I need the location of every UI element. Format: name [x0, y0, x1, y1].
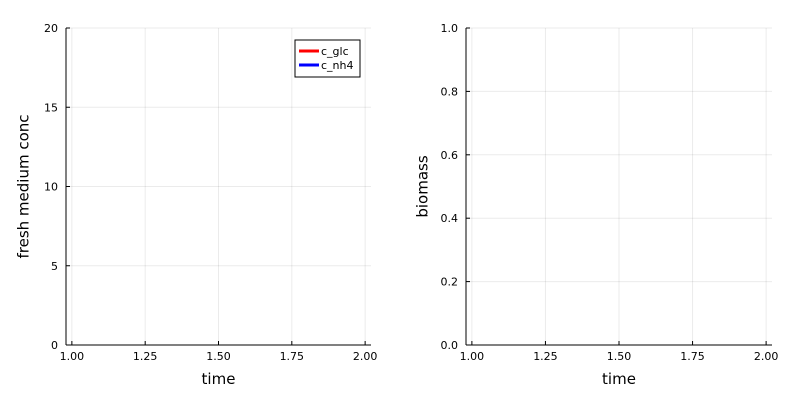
y-tick-label: 1.0 — [441, 22, 459, 35]
x-tick-label: 2.00 — [353, 350, 378, 363]
y-axis-label: biomass — [414, 155, 432, 217]
x-tick-label: 1.00 — [460, 350, 485, 363]
ticks: 1.00 1.25 1.50 1.75 2.00 0 5 10 15 20 — [44, 22, 377, 363]
ticks: 1.00 1.25 1.50 1.75 2.00 0.0 0.2 0.4 0.6 0.8 1.0 — [441, 22, 779, 363]
y-tick-label: 0.2 — [441, 276, 459, 289]
legend-label: c_glc — [321, 45, 349, 58]
y-tick-label: 0.8 — [441, 85, 459, 98]
y-tick-label: 20 — [44, 22, 58, 35]
y-tick-label: 5 — [51, 260, 58, 273]
x-tick-label: 1.25 — [133, 350, 158, 363]
panel-fresh-medium-conc: 1.00 1.25 1.50 1.75 2.00 0 5 10 15 20 time fresh … — [15, 22, 378, 388]
x-tick-label: 1.00 — [60, 350, 85, 363]
legend-box — [294, 39, 361, 78]
grid — [466, 27, 772, 346]
y-tick-label: 0.6 — [441, 149, 459, 162]
y-tick-label: 15 — [44, 101, 58, 114]
y-tick-label: 0.4 — [441, 212, 459, 225]
x-tick-label: 1.25 — [533, 350, 558, 363]
legend-label: c_nh4 — [321, 59, 354, 72]
x-tick-label: 1.75 — [680, 350, 705, 363]
x-axis-label: time — [202, 370, 236, 388]
y-tick-label: 0 — [51, 339, 58, 352]
y-tick-label: 0.0 — [441, 339, 459, 352]
x-tick-label: 1.75 — [280, 350, 305, 363]
y-tick-label: 10 — [44, 181, 58, 194]
x-tick-label: 1.50 — [607, 350, 632, 363]
x-tick-label: 1.50 — [206, 350, 231, 363]
y-axis-label: fresh medium conc — [15, 114, 33, 258]
x-axis-label: time — [602, 370, 636, 388]
panel-biomass: 1.00 1.25 1.50 1.75 2.00 0.0 0.2 0.4 0.6 0.8 1.0 t… — [414, 22, 779, 388]
x-tick-label: 2.00 — [754, 350, 779, 363]
